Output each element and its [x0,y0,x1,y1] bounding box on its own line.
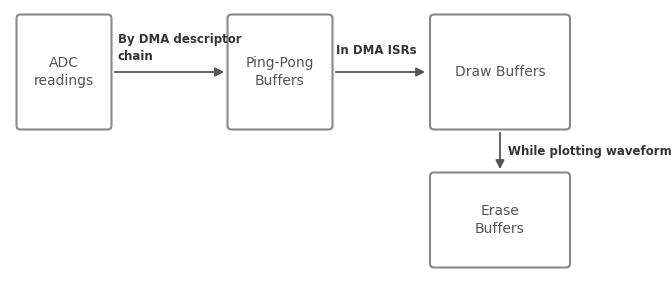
Text: By DMA descriptor
chain: By DMA descriptor chain [118,33,242,62]
Text: Draw Buffers: Draw Buffers [455,65,545,79]
FancyBboxPatch shape [228,14,333,130]
Text: In DMA ISRs: In DMA ISRs [336,45,417,58]
FancyBboxPatch shape [430,173,570,268]
Text: ADC
readings: ADC readings [34,56,94,88]
Text: Erase
Buffers: Erase Buffers [475,204,525,236]
FancyBboxPatch shape [17,14,112,130]
FancyBboxPatch shape [430,14,570,130]
Text: While plotting waveform: While plotting waveform [508,145,672,158]
Text: Ping-Pong
Buffers: Ping-Pong Buffers [246,56,314,88]
